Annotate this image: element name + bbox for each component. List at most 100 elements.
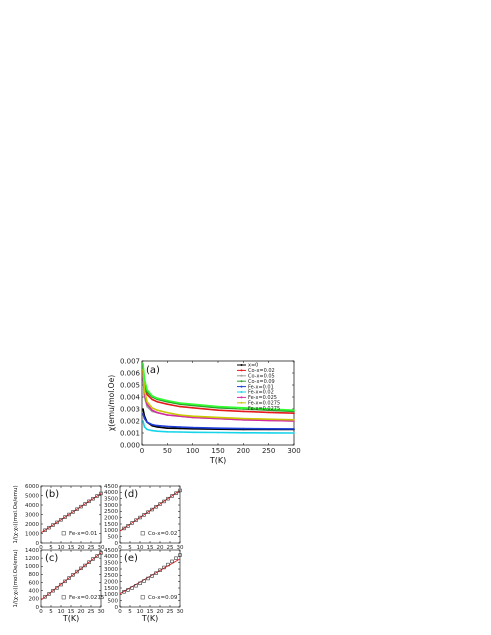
x-tick-label: 10 xyxy=(58,545,65,551)
data-point xyxy=(242,410,245,413)
y-tick-label: 0 xyxy=(115,541,119,547)
x-tick-label: 5 xyxy=(49,545,53,551)
panel-label: (a) xyxy=(146,365,160,376)
data-point xyxy=(267,408,270,410)
x-tick-label: 30 xyxy=(98,545,105,551)
legend-marker xyxy=(240,391,243,393)
data-point xyxy=(174,556,178,560)
data-point xyxy=(146,389,148,391)
data-point xyxy=(142,513,146,517)
data-point xyxy=(162,565,166,570)
x-tick-label: 0 xyxy=(118,609,122,615)
data-point xyxy=(154,505,158,509)
x-tick-label: 150 xyxy=(211,447,224,455)
data-point xyxy=(267,418,270,421)
legend-entry: Co-x=0.02 xyxy=(248,368,275,374)
x-tick-label: 15 xyxy=(147,609,154,615)
data-point xyxy=(142,579,146,583)
annotation-label: Fe-x=0.01 xyxy=(69,531,97,537)
annotation-marker xyxy=(61,595,66,600)
data-point xyxy=(166,427,169,430)
x-tick-label: 25 xyxy=(167,609,174,615)
y-tick-label: 0 xyxy=(36,605,40,611)
y-tick-label: 400 xyxy=(29,589,40,595)
data-point xyxy=(99,491,103,496)
data-point xyxy=(146,393,148,396)
data-point xyxy=(47,592,51,596)
data-point xyxy=(217,416,219,419)
x-tick-label: 0 xyxy=(118,545,122,551)
y-tick-label: 2000 xyxy=(25,522,39,528)
data-point xyxy=(142,362,144,365)
data-point xyxy=(130,521,134,525)
data-point xyxy=(143,417,146,420)
y-tick-label: 1000 xyxy=(25,564,39,570)
data-point xyxy=(179,402,181,404)
data-point xyxy=(293,412,295,415)
y-tick-label: 2000 xyxy=(104,579,118,585)
x-tick-label: 5 xyxy=(128,609,132,615)
data-point xyxy=(293,419,295,421)
x-axis-label: T(K) xyxy=(62,614,79,623)
data-point xyxy=(162,499,166,504)
data-point xyxy=(99,551,103,555)
data-point xyxy=(151,429,153,432)
y-tick-label: 3000 xyxy=(25,512,39,518)
panel-label: (b) xyxy=(45,489,59,500)
legend-entry: Fe-x=0.0275 xyxy=(248,406,280,412)
panel-label: (e) xyxy=(124,553,138,564)
data-point xyxy=(146,421,148,424)
data-point xyxy=(166,496,170,501)
data-point xyxy=(47,525,51,530)
panel-label: (c) xyxy=(45,553,58,564)
x-tick-label: 200 xyxy=(237,447,250,455)
data-point xyxy=(166,403,169,406)
y-tick-label: 6000 xyxy=(25,484,39,490)
legend-entry: Fe-x=0.025 xyxy=(248,395,277,401)
series-line xyxy=(142,370,295,414)
data-point xyxy=(83,563,87,568)
data-point xyxy=(267,428,270,430)
x-tick-label: 50 xyxy=(163,447,172,455)
y-tick-label: 1400 xyxy=(25,548,39,554)
data-point xyxy=(142,420,144,422)
y-tick-label: 1000 xyxy=(104,592,118,598)
data-point xyxy=(55,586,59,590)
x-tick-label: 0 xyxy=(39,609,43,615)
data-point xyxy=(126,588,130,592)
x-tick-label: 0 xyxy=(39,545,43,551)
data-point xyxy=(55,520,59,525)
data-point xyxy=(91,557,95,561)
data-point xyxy=(63,579,67,584)
annotation-marker xyxy=(140,595,145,600)
y-tick-label: 4500 xyxy=(104,484,118,490)
data-point xyxy=(146,401,148,403)
data-point xyxy=(126,524,130,528)
legend-marker xyxy=(240,374,243,377)
data-point xyxy=(95,554,99,558)
x-tick-label: 30 xyxy=(177,609,184,615)
data-point xyxy=(166,425,169,428)
legend-marker xyxy=(240,369,243,372)
fit-line xyxy=(119,490,181,532)
legend-entry: Fe-x=0.01 xyxy=(248,384,274,390)
panel-b: 0 5 10 15 20 25 300100020003000400050006000(b)… xyxy=(13,484,105,551)
fit-line xyxy=(119,558,181,595)
data-point xyxy=(158,502,162,506)
y-tick-label: 3000 xyxy=(104,503,118,509)
data-point xyxy=(179,426,181,428)
y-tick-label: 2500 xyxy=(104,509,118,515)
series-line xyxy=(142,363,295,411)
series-line xyxy=(142,368,295,413)
x-tick-label: 15 xyxy=(147,545,154,551)
data-point xyxy=(142,408,144,410)
data-point xyxy=(146,510,150,514)
y-tick-label: 3000 xyxy=(104,567,118,573)
y-tick-label: 5000 xyxy=(25,493,39,499)
y-tick-label: 4500 xyxy=(104,548,118,554)
y-tick-label: 0.001 xyxy=(120,429,140,437)
data-point xyxy=(146,576,150,581)
x-tick-label: 10 xyxy=(137,609,144,615)
annotation-label: Co-x=0.02 xyxy=(148,531,177,537)
